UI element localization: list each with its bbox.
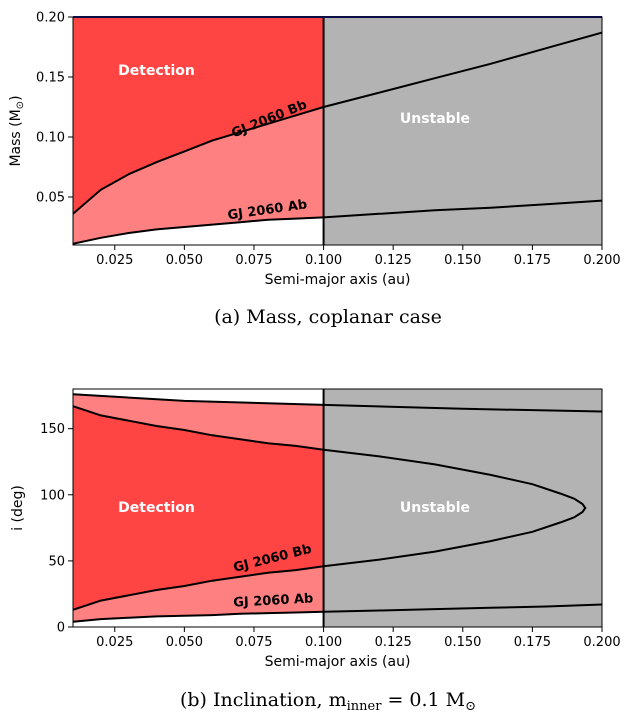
x-tick-label: 0.200 <box>583 253 620 268</box>
detection-region <box>73 406 324 610</box>
caption-b-mid: = 0.1 M <box>381 689 465 711</box>
x-tick-label: 0.075 <box>235 253 272 268</box>
x-tick-label: 0.025 <box>96 635 133 650</box>
x-tick-label: 0.150 <box>444 635 481 650</box>
y-tick-label: 50 <box>48 554 65 569</box>
y-tick-label: 100 <box>40 488 65 503</box>
gj-2060-bb-curve <box>73 405 587 611</box>
plot-frame <box>72 388 603 628</box>
region-label-unstable: Unstable <box>400 111 470 127</box>
x-tick-label: 0.175 <box>514 253 551 268</box>
caption-b-sub: inner <box>347 699 383 714</box>
y-tick-label: 0.20 <box>36 11 65 26</box>
y-tick-label: 0.15 <box>36 71 65 86</box>
plot-area <box>73 389 602 627</box>
x-tick-label: 0.050 <box>166 635 203 650</box>
y-tick-label: 0.05 <box>36 191 65 206</box>
caption-b-main: (b) Inclination, m <box>180 689 347 711</box>
caption-b-sub2: ⊙ <box>465 699 476 714</box>
x-axis-label: Semi-major axis (au) <box>265 654 411 670</box>
y-axis-label-sub: ⊙ <box>15 101 26 109</box>
x-tick-label: 0.100 <box>305 635 342 650</box>
region-label-unstable: Unstable <box>400 500 470 516</box>
gj-2060-ab-curve <box>73 199 602 245</box>
x-tick-label: 0.175 <box>514 635 551 650</box>
y-tick-label: 0.10 <box>36 131 65 146</box>
plot-area <box>73 17 602 245</box>
x-axis-label: Semi-major axis (au) <box>265 272 411 288</box>
y-axis-label: Mass (M⊙) <box>8 95 26 166</box>
unstable-region <box>323 389 602 627</box>
y-axis-label-close: ) <box>8 95 24 100</box>
x-tick-label: 0.150 <box>444 253 481 268</box>
detection-region <box>73 17 324 214</box>
y-axis-label: i (deg) <box>10 485 26 531</box>
x-tick-label: 0.200 <box>583 635 620 650</box>
region-label-detection: Detection <box>118 500 195 516</box>
caption-a: (a) Mass, coplanar case <box>214 306 442 328</box>
x-tick-label: 0.075 <box>235 635 272 650</box>
y-axis-label-main: Mass (M <box>8 109 24 166</box>
x-tick-label: 0.125 <box>375 635 412 650</box>
region-label-detection: Detection <box>118 63 195 79</box>
upper-limit-curve <box>73 393 602 413</box>
plot-frame <box>72 16 603 246</box>
gj-2060-bb-curve <box>73 31 602 215</box>
partial-region <box>73 107 324 244</box>
unstable-region <box>323 17 602 245</box>
gj-2060-ab-curve <box>73 603 602 623</box>
x-tick-label: 0.125 <box>375 253 412 268</box>
x-tick-label: 0.025 <box>96 253 133 268</box>
x-tick-label: 0.050 <box>166 253 203 268</box>
caption-b: (b) Inclination, minner = 0.1 M⊙ <box>180 689 476 714</box>
curve-label-gj-2060-ab: GJ 2060 Ab <box>233 591 314 610</box>
y-tick-label: 0 <box>57 621 65 636</box>
y-tick-label: 150 <box>40 422 65 437</box>
x-tick-label: 0.100 <box>305 253 342 268</box>
